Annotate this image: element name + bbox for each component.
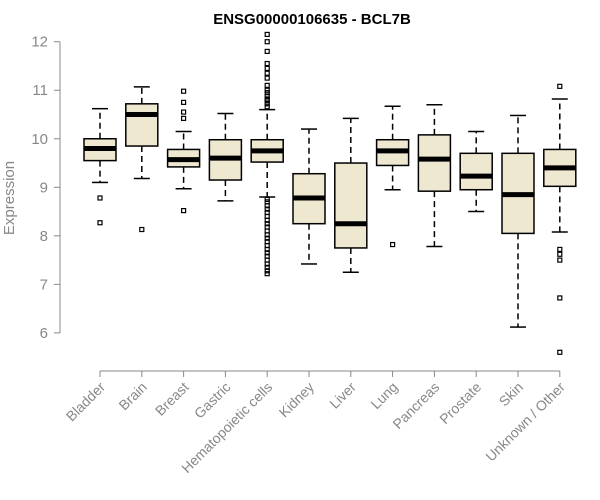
outlier-point	[264, 246, 270, 253]
y-tick-label: 9	[40, 179, 48, 196]
x-tick-label: Unknown / Other	[482, 379, 568, 465]
box-lung	[375, 105, 410, 248]
outlier-point	[264, 60, 270, 67]
outlier-point	[264, 70, 270, 76]
box-bladder	[83, 107, 117, 226]
iqr-box	[459, 152, 493, 191]
y-tick-label: 8	[40, 228, 48, 245]
outlier-point	[139, 226, 145, 233]
outlier-point	[557, 257, 563, 263]
outlier-point	[264, 101, 270, 107]
x-tick-label: Bladder	[63, 379, 109, 425]
outlier-point	[264, 31, 270, 38]
box-gastric	[208, 112, 243, 202]
outlier-point	[557, 251, 563, 257]
outlier-point	[264, 271, 270, 277]
outlier-point	[264, 217, 270, 223]
outlier-point	[264, 104, 270, 110]
outlier-point	[557, 246, 563, 253]
outlier-point	[181, 115, 187, 121]
outlier-point	[97, 195, 103, 201]
y-tick-label: 11	[32, 82, 48, 99]
outlier-point	[264, 206, 270, 212]
box-liver	[334, 117, 368, 273]
outlier-point	[264, 75, 270, 81]
y-tick-label: 6	[40, 325, 48, 342]
outlier-point	[97, 220, 103, 226]
x-tick-label: Breast	[152, 379, 192, 419]
outlier-point	[181, 109, 187, 115]
box-pancreas	[417, 104, 452, 248]
box-breast	[166, 88, 201, 214]
outlier-point	[264, 48, 270, 55]
x-tick-label: Lung	[367, 379, 400, 412]
outlier-point	[264, 93, 270, 99]
outlier-point	[557, 349, 563, 355]
outlier-point	[181, 99, 187, 105]
y-tick-label: 12	[31, 34, 48, 51]
outlier-point	[264, 268, 270, 274]
y-axis-label: Expression	[1, 161, 18, 235]
box-kidney	[292, 128, 326, 265]
y-axis: 6 7 8 9 10 11 12	[31, 34, 61, 342]
boxes-group	[83, 31, 577, 355]
outlier-point	[181, 207, 187, 214]
x-tick-label: Kidney	[276, 379, 318, 421]
iqr-box	[334, 162, 368, 249]
iqr-box	[125, 103, 159, 147]
outlier-point	[264, 221, 270, 227]
box-unknown-other	[543, 83, 577, 355]
outlier-point	[264, 82, 270, 88]
outlier-point	[557, 83, 563, 89]
box-brain	[125, 86, 159, 233]
outlier-point	[557, 295, 563, 301]
outlier-point	[264, 90, 270, 96]
x-tick-label: Brain	[115, 379, 149, 413]
box-skin	[501, 114, 535, 328]
outlier-point	[390, 241, 396, 248]
box-prostate	[459, 130, 493, 213]
x-tick-label: Prostate	[436, 379, 484, 427]
x-tick-label: Liver	[326, 379, 359, 412]
outlier-point	[264, 232, 270, 238]
outlier-point	[264, 250, 270, 256]
outlier-point	[264, 264, 270, 270]
outlier-point	[264, 261, 270, 267]
box-hematopoietic-cells	[250, 31, 284, 277]
chart-title: ENSG00000106635 - BCL7B	[213, 11, 411, 28]
outlier-point	[264, 39, 270, 45]
y-tick-label: 7	[40, 276, 48, 293]
outlier-point	[264, 98, 270, 104]
outlier-point	[181, 88, 187, 94]
outlier-point	[264, 65, 270, 71]
y-tick-label: 10	[31, 131, 48, 148]
iqr-box	[417, 134, 452, 192]
x-tick-label: Skin	[496, 379, 527, 410]
outlier-point	[264, 235, 270, 241]
outlier-point	[264, 203, 270, 209]
